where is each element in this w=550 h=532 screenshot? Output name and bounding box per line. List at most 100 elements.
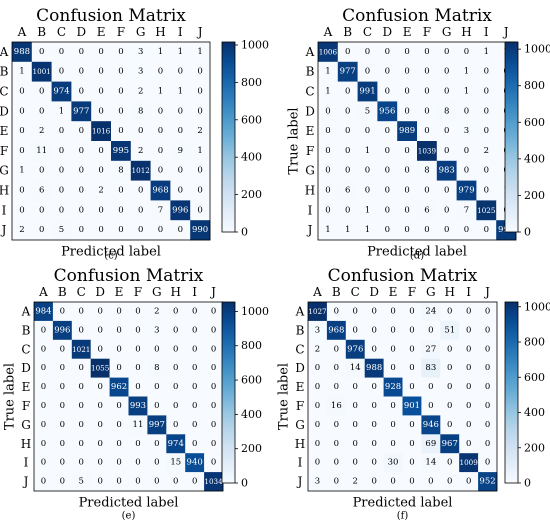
- y-tick-label: E: [296, 380, 305, 394]
- cell-value: 5: [59, 225, 64, 235]
- cell-value: 1001: [33, 67, 51, 76]
- cell-value: 0: [444, 146, 449, 156]
- cell-value: 1: [484, 47, 489, 57]
- cell-value: 928: [385, 382, 401, 392]
- cell-value: 0: [98, 146, 103, 156]
- cell-value: 0: [390, 439, 395, 449]
- cell-value: 14: [350, 363, 361, 373]
- cell-value: 0: [60, 439, 65, 449]
- cell-value: 0: [464, 225, 469, 235]
- x-tick-label: F: [134, 285, 142, 299]
- x-tick-label: C: [57, 25, 66, 39]
- x-tick-label: I: [484, 25, 489, 39]
- cell-value: 0: [192, 325, 197, 335]
- y-tick-label: H: [305, 184, 315, 198]
- cell-value: 0: [60, 401, 65, 411]
- cell-value: 0: [97, 458, 102, 468]
- y-tick-label: I: [308, 203, 313, 217]
- cell-value: 0: [428, 382, 433, 392]
- cell-value: 0: [60, 458, 65, 468]
- cell-value: 0: [79, 205, 84, 215]
- cell-value: 0: [424, 186, 429, 196]
- y-tick-label: G: [0, 164, 9, 178]
- cell-value: 0: [466, 401, 471, 411]
- cell-value: 0: [98, 225, 103, 235]
- cell-value: 0: [409, 439, 414, 449]
- cell-value: 2: [154, 306, 159, 316]
- cell-value: 9: [178, 146, 183, 156]
- cell-value: 0: [371, 306, 376, 316]
- cell-value: 3: [315, 477, 320, 487]
- x-tick-label: G: [136, 25, 146, 39]
- cell-value: 0: [485, 306, 490, 316]
- y-tick-label: J: [296, 475, 303, 489]
- cell-value: 1: [19, 166, 24, 176]
- cell-value: 0: [466, 344, 471, 354]
- y-tick-label: F: [22, 399, 30, 413]
- cell-value: 968: [152, 186, 168, 196]
- cell-value: 0: [192, 477, 197, 487]
- x-tick-label: I: [466, 285, 471, 299]
- cell-value: 0: [116, 344, 121, 354]
- x-tick-label: E: [97, 25, 106, 39]
- cell-value: 0: [19, 146, 24, 156]
- cell-value: 901: [404, 401, 420, 411]
- cell-value: 0: [39, 47, 44, 57]
- cell-value: 0: [173, 382, 178, 392]
- colorbar-tick-label: 200: [524, 441, 545, 454]
- cell-value: 0: [444, 225, 449, 235]
- cell-value: 0: [485, 420, 490, 430]
- colorbar: [505, 302, 518, 483]
- cell-value: 0: [116, 306, 121, 316]
- cell-value: 0: [315, 458, 320, 468]
- cell-value: 0: [39, 87, 44, 97]
- cell-value: 0: [135, 458, 140, 468]
- cell-value: 2: [98, 186, 103, 196]
- cell-value: 0: [135, 363, 140, 373]
- y-tick-label: B: [296, 323, 305, 337]
- cell-value: 2: [138, 87, 143, 97]
- cell-value: 983: [439, 166, 455, 176]
- chart-title: Confusion Matrix: [342, 6, 492, 26]
- cell-value: 0: [154, 439, 159, 449]
- cell-value: 0: [353, 382, 358, 392]
- cell-value: 69: [425, 439, 436, 449]
- cell-value: 0: [192, 306, 197, 316]
- x-tick-label: A: [312, 285, 322, 299]
- cell-value: 0: [135, 477, 140, 487]
- cell-value: 6: [39, 186, 44, 196]
- cell-value: 0: [79, 87, 84, 97]
- y-axis-label: True label: [3, 363, 18, 430]
- cell-value: 0: [19, 87, 24, 97]
- cell-value: 0: [390, 306, 395, 316]
- cell-value: 83: [425, 363, 436, 373]
- cell-value: 0: [158, 225, 163, 235]
- cell-value: 0: [158, 106, 163, 116]
- x-tick-label: G: [442, 25, 452, 39]
- cell-value: 0: [334, 439, 339, 449]
- x-tick-label: B: [37, 25, 46, 39]
- cell-value: 0: [59, 146, 64, 156]
- cell-value: 0: [334, 382, 339, 392]
- cell-value: 0: [353, 325, 358, 335]
- x-tick-label: D: [369, 285, 379, 299]
- cell-value: 0: [211, 458, 216, 468]
- colorbar: [222, 42, 235, 232]
- cell-value: 1027: [308, 307, 327, 316]
- cell-value: 0: [211, 382, 216, 392]
- y-tick-label: H: [295, 437, 305, 451]
- cell-value: 11: [133, 420, 144, 430]
- cell-value: 0: [192, 344, 197, 354]
- cell-value: 0: [404, 205, 409, 215]
- cell-value: 0: [79, 401, 84, 411]
- cell-value: 1: [464, 87, 469, 97]
- cell-value: 0: [79, 420, 84, 430]
- x-tick-label: B: [332, 285, 341, 299]
- y-tick-label: C: [0, 85, 9, 99]
- colorbar-tick-label: 0: [524, 477, 531, 490]
- cell-value: 0: [197, 67, 202, 77]
- cell-value: 0: [41, 420, 46, 430]
- cell-value: 0: [98, 166, 103, 176]
- cell-value: 0: [334, 306, 339, 316]
